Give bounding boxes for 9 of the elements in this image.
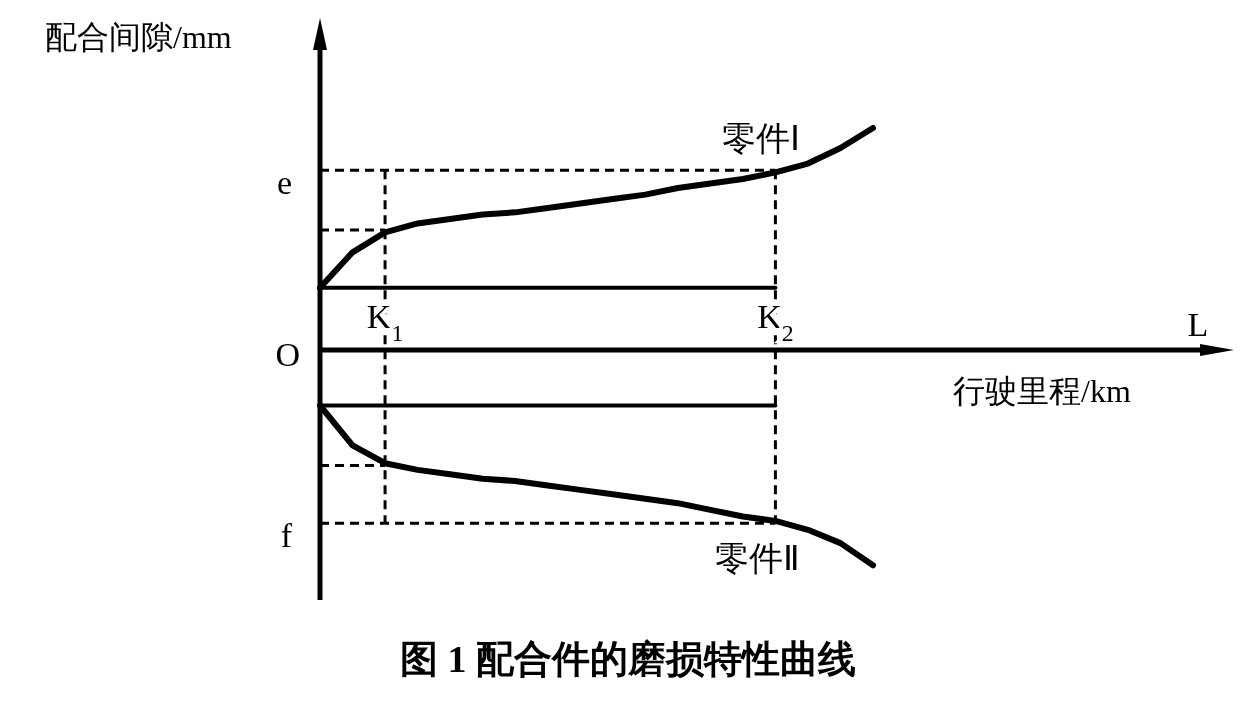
y-axis-title: 配合间隙/mm: [45, 19, 232, 55]
text: O: [275, 336, 300, 373]
series-label: 零件Ⅰ: [721, 119, 800, 157]
series-label: e: [276, 164, 292, 202]
text: L: [1187, 306, 1209, 343]
text: 图 1 配合件的磨损特性曲线: [400, 638, 856, 680]
x-axis-title: 行驶里程/km: [953, 373, 1131, 409]
series-label: 零件Ⅱ: [714, 539, 800, 577]
series-label: f: [280, 517, 293, 555]
